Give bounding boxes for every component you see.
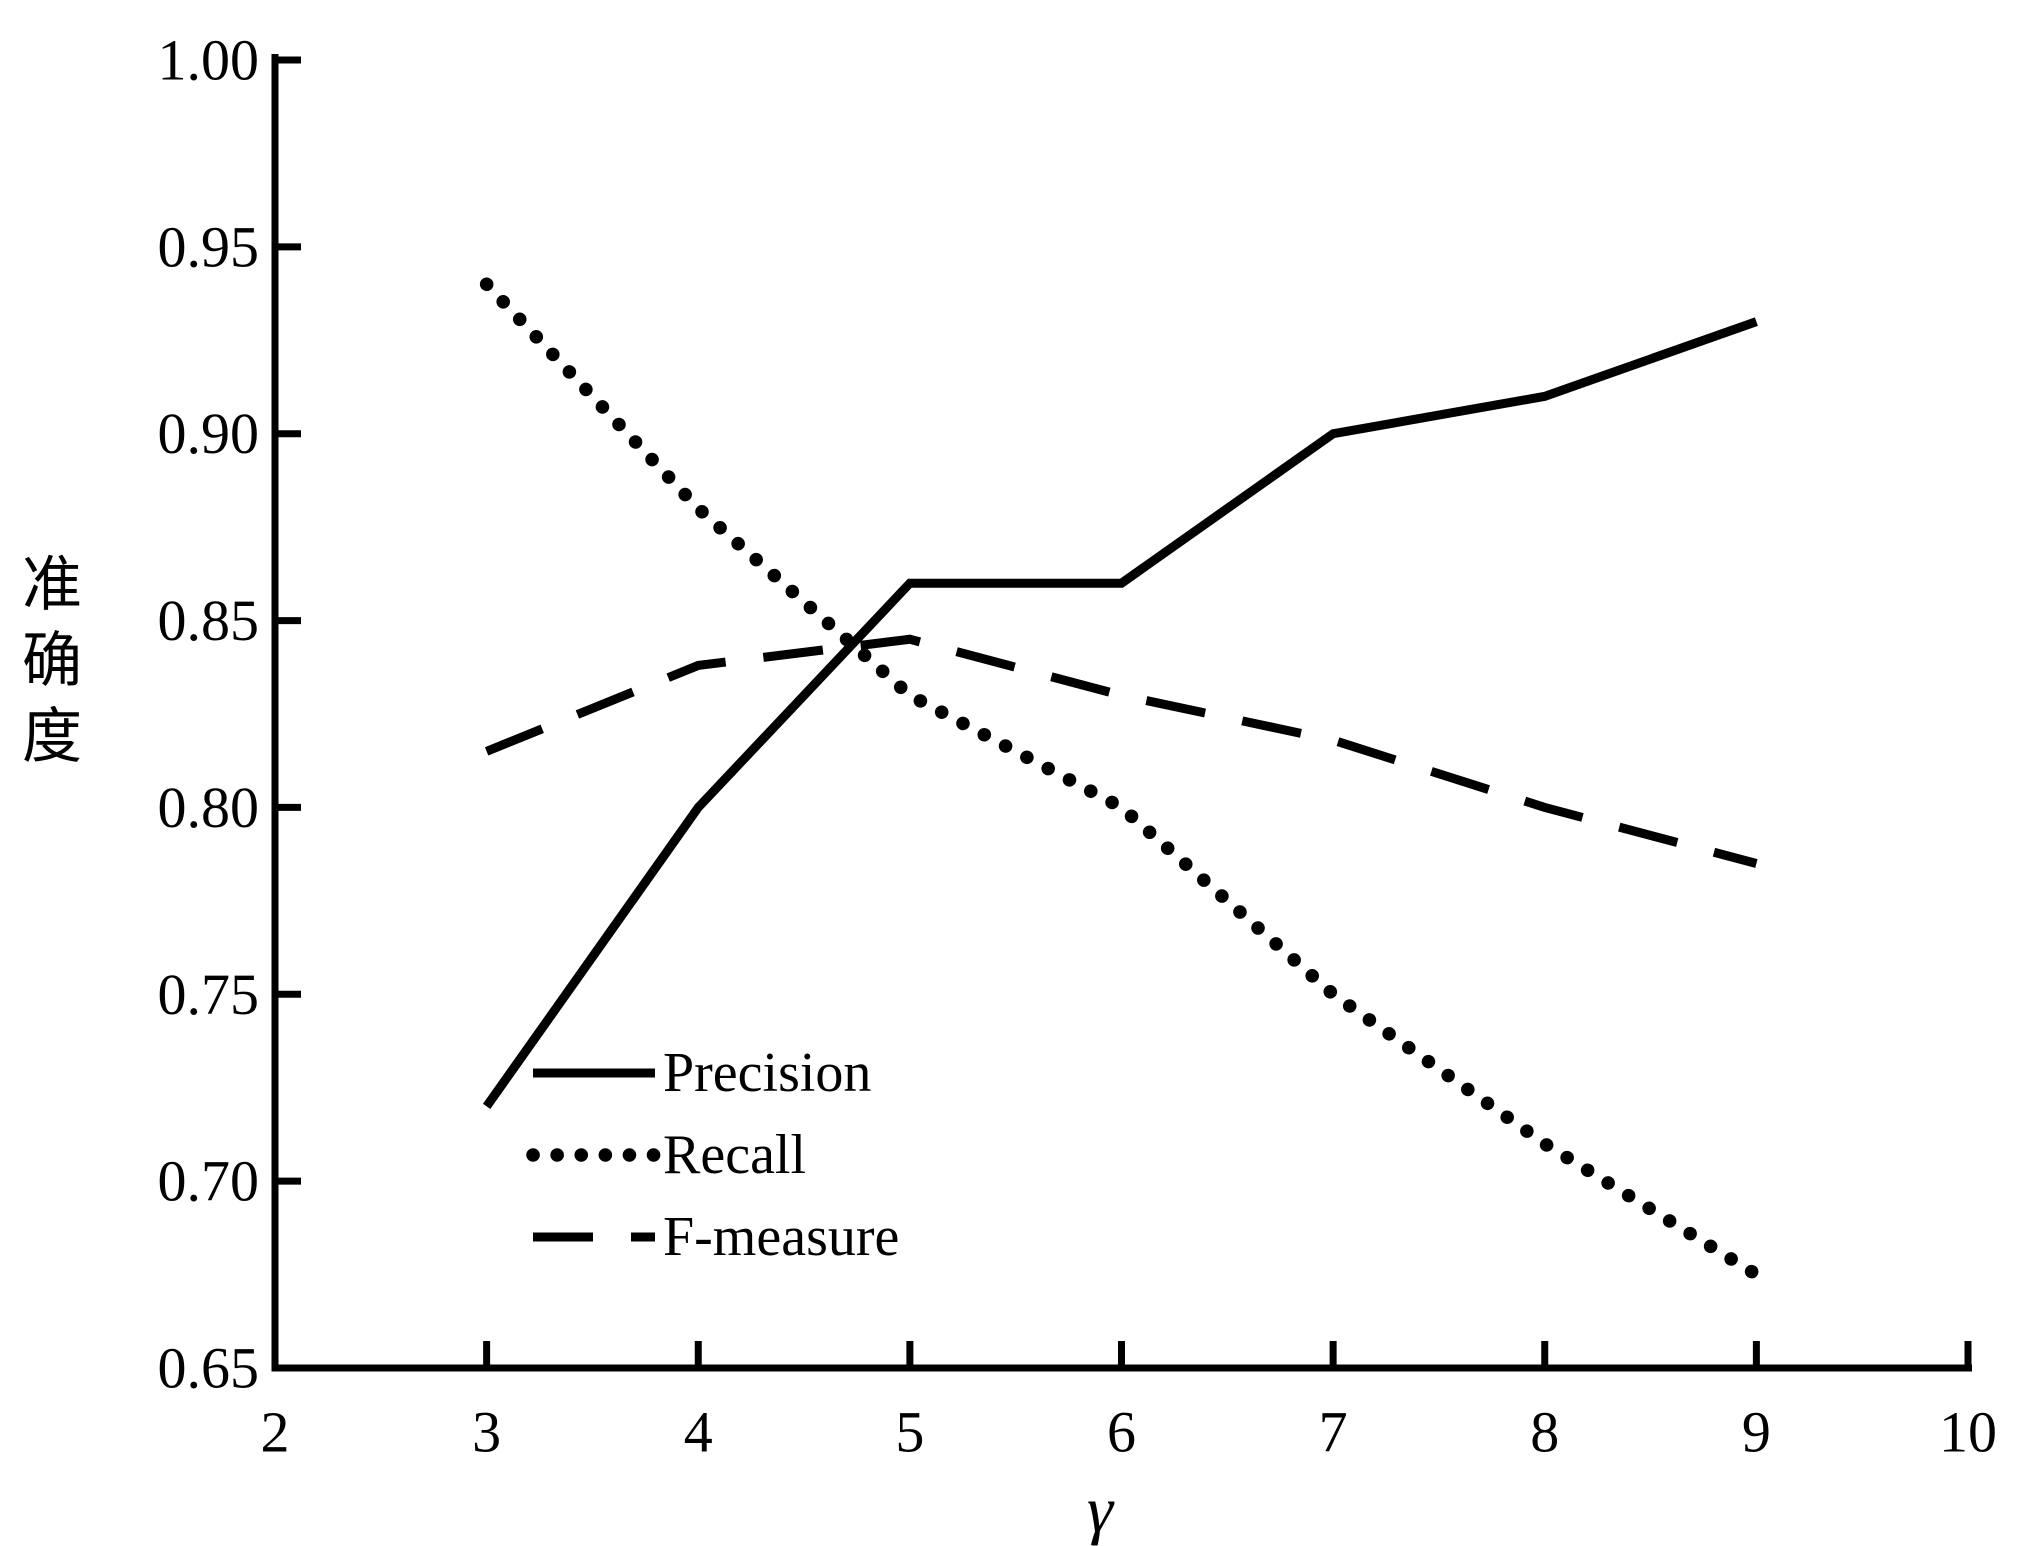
x-tick-label: 3 <box>472 1400 501 1465</box>
y-axis-title-char: 准 <box>22 552 82 618</box>
y-tick-label: 0.90 <box>158 401 260 466</box>
x-tick-label: 8 <box>1530 1400 1559 1465</box>
y-tick-label: 0.70 <box>158 1149 260 1214</box>
legend: Precision Recall F-measure <box>526 1042 899 1268</box>
axis-lines <box>271 54 1972 1372</box>
y-tick-label: 0.85 <box>158 588 260 653</box>
legend-label: Precision <box>663 1042 871 1104</box>
y-tick-label: 0.75 <box>158 962 260 1027</box>
x-tick-label: 2 <box>261 1400 290 1465</box>
x-tick-label: 10 <box>1939 1400 1997 1465</box>
y-axis-title-char: 度 <box>22 704 82 770</box>
y-axis-title: 准确度 <box>22 552 82 770</box>
x-tick-label: 7 <box>1319 1400 1348 1465</box>
x-tick-label: 6 <box>1107 1400 1136 1465</box>
series-line-f-measure <box>484 634 1758 868</box>
legend-label: Recall <box>663 1124 806 1186</box>
legend-label: F-measure <box>663 1206 899 1268</box>
x-tick-label: 9 <box>1742 1400 1771 1465</box>
x-tick-label: 5 <box>895 1400 924 1465</box>
x-tick-label: 4 <box>684 1400 713 1465</box>
y-tick-label: 0.80 <box>158 775 260 840</box>
x-axis-title: γ <box>1087 1473 1115 1546</box>
axes <box>271 54 1972 1372</box>
y-tick-label: 0.65 <box>158 1336 260 1401</box>
series-line-recall <box>479 277 1764 1282</box>
series-line-precision <box>482 317 1758 1109</box>
y-tick-label: 0.95 <box>158 214 260 279</box>
y-axis-title-char: 确 <box>22 628 82 694</box>
y-tick-label: 1.00 <box>158 28 260 93</box>
